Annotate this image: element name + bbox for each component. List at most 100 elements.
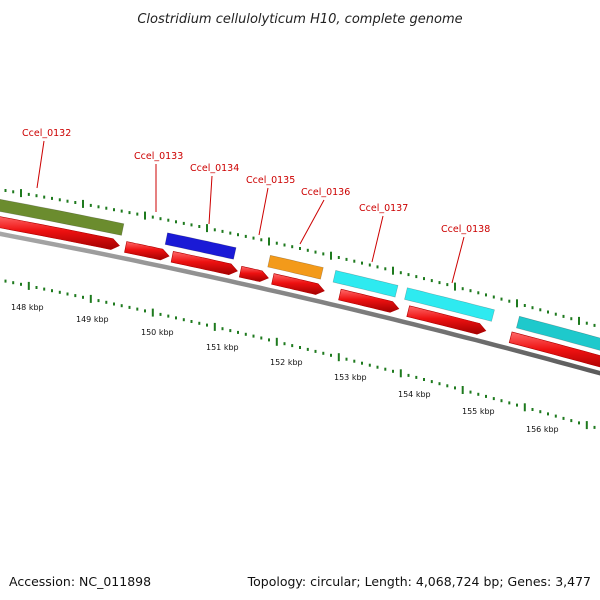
lower-tick-40 [299, 346, 301, 349]
lower-tick-56 [423, 378, 425, 381]
lower-tick-35 [260, 336, 263, 340]
kbp-label-5: 152 kbp [270, 358, 303, 367]
upper-tick-22 [159, 217, 162, 221]
lower-tick-36 [268, 338, 270, 342]
upper-tick-25 [182, 221, 185, 225]
gene-labels: Ccel_0132 Ccel_0133 Ccel_0134 Ccel_0135 Ccel… [22, 128, 490, 235]
lower-tick-38 [283, 342, 286, 346]
feature-bar-6 [516, 315, 600, 351]
kbp-label-9: 156 kbp [526, 425, 559, 434]
upper-tick-18 [128, 211, 131, 215]
upper-tick-73 [554, 312, 557, 316]
upper-tick-7 [43, 195, 46, 199]
upper-tick-23 [167, 218, 170, 222]
lower-tick-12 [82, 295, 84, 299]
accession-text: Accession: NC_011898 [9, 574, 151, 589]
upper-tick-55 [415, 275, 418, 279]
upper-tick-15 [105, 206, 108, 210]
upper-tick-54 [407, 273, 410, 277]
upper-tick-56 [423, 277, 425, 281]
lower-tick-64 [485, 394, 487, 398]
kbp-label-1: 148 kbp [11, 303, 44, 312]
kbp-labels: 148 kbp 149 kbp 150 kbp 151 kbp 152 kbp 153 k… [11, 303, 559, 434]
upper-tick-51 [384, 267, 387, 271]
lower-tick-9 [58, 290, 61, 294]
leader-line-7 [451, 236, 465, 284]
leader-line-1 [36, 140, 45, 189]
feature-bar-2 [164, 232, 237, 260]
lower-tick-31 [229, 329, 232, 333]
upper-tick-35 [260, 238, 263, 242]
lower-tick-8 [51, 289, 53, 293]
kbp-label-8: 155 kbp [462, 407, 495, 416]
leader-line-3 [208, 175, 213, 225]
upper-tick-69 [523, 304, 526, 307]
lower-tick-row [4, 279, 596, 430]
lower-tick-24 [175, 316, 177, 320]
lower-tick-19 [136, 307, 139, 311]
lower-tick-33 [244, 332, 247, 336]
lower-tick-68 [516, 403, 518, 407]
lower-tick-41 [306, 347, 309, 351]
kbp-label-2: 149 kbp [76, 315, 109, 324]
upper-tick-10 [66, 199, 69, 203]
lower-tick-73 [554, 414, 557, 418]
upper-tick-29 [213, 228, 216, 232]
lower-tick-65 [492, 397, 495, 401]
upper-tick-64 [485, 293, 487, 297]
upper-tick-26 [190, 223, 193, 227]
cds-arrow-2 [124, 241, 170, 261]
upper-tick-47 [353, 259, 356, 263]
lower-tick-3 [12, 281, 15, 285]
lower-tick-46 [345, 357, 348, 361]
upper-tick-3 [12, 190, 15, 194]
leader-line-4 [258, 187, 269, 236]
lower-tick-45 [337, 353, 340, 362]
upper-tick-60 [454, 282, 456, 291]
lower-tick-32 [237, 330, 239, 334]
map-title: Clostridium cellulolyticum H10, complete… [137, 12, 462, 27]
upper-tick-57 [430, 279, 433, 283]
lower-tick-7 [43, 287, 46, 291]
upper-tick-21 [151, 215, 154, 219]
genome-summary-text: Topology: circular; Length: 4,068,724 bp… [247, 574, 591, 589]
upper-tick-67 [508, 299, 511, 303]
upper-tick-77 [585, 321, 588, 325]
cds-arrow-1 [0, 216, 120, 250]
lower-tick-55 [415, 375, 418, 379]
lower-tick-42 [314, 349, 317, 353]
upper-tick-row [4, 189, 596, 327]
gene-label-5: Ccel_0136 [301, 187, 350, 198]
lower-tick-6 [35, 286, 38, 289]
lower-tick-5 [27, 281, 30, 290]
upper-tick-53 [399, 271, 402, 275]
leader-line-5 [299, 199, 325, 245]
kbp-label-7: 154 kbp [398, 390, 431, 399]
gene-label-4: Ccel_0135 [246, 175, 295, 186]
upper-tick-75 [570, 317, 573, 321]
upper-tick-72 [547, 310, 549, 314]
cds-arrow-6 [338, 288, 400, 313]
cds-arrow-7 [406, 305, 487, 335]
upper-tick-50 [376, 265, 379, 269]
upper-tick-70 [531, 306, 534, 310]
feature-bar-1 [0, 198, 125, 236]
lower-tick-60 [454, 386, 456, 390]
lower-tick-62 [469, 390, 472, 394]
upper-tick-45 [337, 256, 340, 259]
upper-tick-9 [58, 198, 61, 202]
label-leader-lines [36, 140, 465, 284]
lower-tick-21 [151, 308, 154, 317]
upper-tick-32 [237, 233, 239, 237]
lower-tick-75 [570, 419, 573, 423]
upper-tick-34 [252, 236, 255, 240]
upper-tick-78 [593, 323, 596, 327]
upper-tick-30 [221, 229, 224, 233]
upper-tick-48 [361, 261, 363, 265]
lower-tick-69 [523, 403, 526, 412]
genome-backbone [0, 231, 600, 376]
upper-tick-11 [74, 201, 77, 204]
lower-tick-26 [190, 320, 193, 323]
lower-tick-30 [221, 327, 224, 331]
upper-tick-62 [469, 289, 472, 293]
